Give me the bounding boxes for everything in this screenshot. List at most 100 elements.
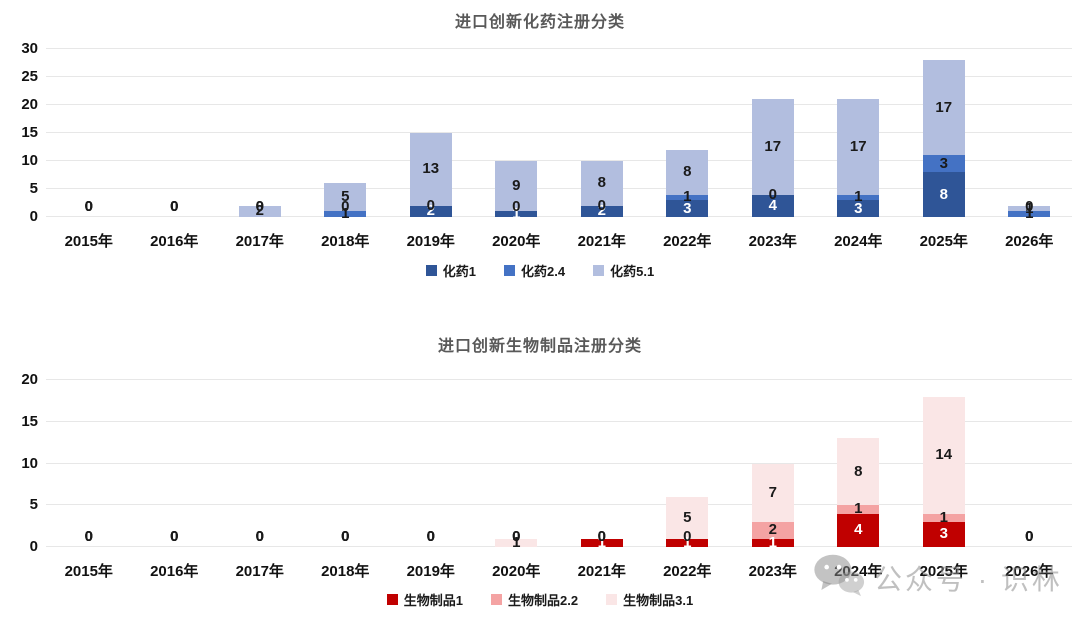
data-label: 0 — [1025, 528, 1034, 545]
gridline — [46, 462, 1072, 464]
bar-segment — [922, 513, 965, 522]
data-label: 0 — [170, 528, 179, 545]
bar-segment — [666, 538, 709, 547]
x-axis-label: 2023年 — [748, 563, 797, 580]
bar-segment — [1008, 205, 1051, 212]
data-label: 0 — [341, 528, 350, 545]
legend-item: 化药1 — [425, 261, 477, 280]
data-label: 1 — [512, 205, 521, 223]
data-label: 0 — [84, 198, 93, 215]
data-label: 7 — [768, 483, 777, 501]
bar-segment — [837, 513, 880, 547]
data-label: 3 — [939, 154, 948, 172]
legend-label: 化药2.4 — [521, 264, 566, 279]
bar-segment — [922, 172, 965, 217]
gridline — [46, 160, 1072, 161]
data-label: 0 — [683, 528, 692, 545]
bar-segment — [837, 505, 880, 514]
gridline — [46, 420, 1072, 422]
bar-segment — [495, 211, 538, 217]
data-label: 4 — [854, 521, 863, 539]
y-axis-tick-label: 15 — [21, 124, 38, 141]
data-label: 1 — [683, 533, 692, 551]
data-label: 8 — [854, 462, 863, 480]
x-axis-label: 2025年 — [919, 563, 968, 580]
y-axis-tick-label: 15 — [21, 412, 38, 430]
legend-label: 生物制品2.2 — [508, 593, 579, 608]
x-axis-label: 2025年 — [919, 233, 968, 250]
data-label: 17 — [849, 138, 867, 155]
data-label: 0 — [512, 198, 521, 215]
x-axis-label: 2018年 — [321, 563, 370, 580]
legend-label: 化药1 — [442, 264, 477, 279]
x-axis-label: 2022年 — [663, 563, 712, 580]
legend-label: 生物制品3.1 — [623, 593, 694, 608]
data-label: 0 — [426, 528, 435, 545]
data-label: 0 — [255, 528, 264, 545]
data-label: 0 — [426, 196, 435, 214]
data-label: 0 — [1025, 198, 1034, 215]
data-label: 0 — [170, 198, 179, 215]
bar-segment — [495, 538, 538, 547]
x-axis-label: 2019年 — [406, 233, 455, 250]
chart-plot-area: 0 5 10 15 20 25 30 0 0 0 0 0 0 0 0 2 0 1 5 2 0 13 1 0 9 2 0 8 3 1 8 4 0 1… — [21, 41, 1072, 225]
bar-segment — [922, 60, 965, 156]
gridline — [46, 76, 1072, 77]
data-label: 5 — [341, 188, 350, 206]
data-label: 0 — [597, 528, 606, 545]
chart-legend: 化药1 化药2.4 化药5.1 — [0, 261, 1080, 280]
data-label: 0 — [84, 198, 93, 215]
bar-segment — [238, 205, 281, 217]
gridline — [46, 188, 1072, 189]
data-label: 1 — [854, 500, 863, 518]
x-axis: 2015年 2016年 2017年 2018年 2019年 2020年 2021年 2022年… — [46, 560, 1072, 580]
data-label: 1 — [854, 188, 863, 206]
y-axis-tick-label: 0 — [29, 208, 38, 225]
data-label: 2 — [255, 202, 264, 220]
bar-segment — [409, 205, 452, 217]
bar-segment — [751, 538, 794, 547]
data-label: 0 — [426, 528, 435, 545]
y-axis-tick-label: 25 — [21, 68, 38, 85]
data-label: 3 — [854, 199, 863, 217]
data-label: 0 — [768, 185, 777, 203]
bar-segment — [666, 200, 709, 217]
data-label: 1 — [341, 205, 350, 223]
bar-segment — [666, 149, 709, 195]
y-axis-tick-label: 30 — [21, 40, 38, 57]
x-axis-label: 2015年 — [64, 233, 113, 250]
x-axis-label: 2017年 — [235, 563, 284, 580]
legend-label: 化药5.1 — [610, 264, 655, 279]
bar-segment — [922, 521, 965, 547]
data-label: 8 — [683, 163, 692, 181]
x-axis-label: 2019年 — [406, 563, 455, 580]
chart-plot-area: 0 5 10 15 20 0 0 0 0 0 0 0 0 0 0 0 0 0 0 0 0 0 1 1 0 0 1 0 5 1 2 7 4 1 8 3 1… — [21, 372, 1073, 555]
x-axis-label: 2020年 — [492, 563, 541, 580]
data-label: 5 — [683, 508, 692, 526]
data-label: 14 — [935, 446, 953, 464]
data-label: 0 — [84, 528, 93, 545]
legend-swatch — [491, 594, 503, 605]
bar-slot: 3 1 14 — [901, 380, 987, 547]
data-label: 0 — [512, 528, 521, 545]
x-axis-label: 2026年 — [1005, 233, 1054, 250]
legend-swatch — [606, 594, 618, 605]
x-axis-label: 2015年 — [64, 563, 113, 580]
bar-segment — [1008, 211, 1051, 217]
bar-segment — [666, 496, 709, 539]
gridline — [46, 379, 1072, 380]
data-label: 0 — [1025, 528, 1034, 545]
data-label: 0 — [512, 528, 521, 545]
data-label: 1 — [939, 508, 948, 526]
x-axis-label: 2026年 — [1005, 563, 1054, 580]
chart-legend: 生物制品1 生物制品2.2 生物制品3.1 — [0, 590, 1080, 609]
